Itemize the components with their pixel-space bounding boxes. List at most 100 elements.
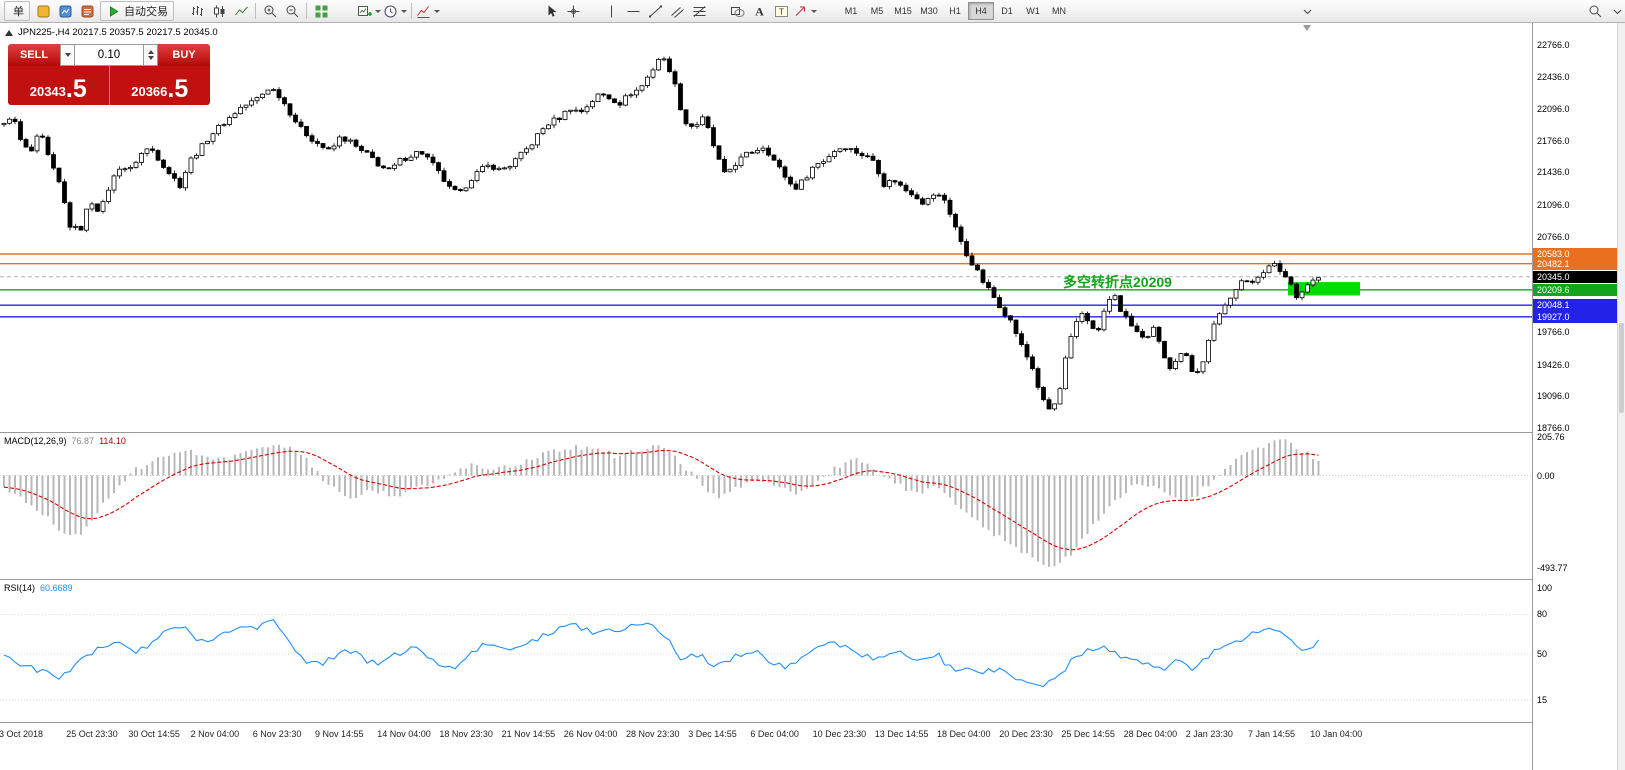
fibonacci-button[interactable] xyxy=(688,1,710,21)
axis-tick-label: 80 xyxy=(1537,609,1548,620)
timeframe-h1-button[interactable]: H1 xyxy=(949,6,961,16)
profiles-button[interactable] xyxy=(382,1,408,21)
toolbar-overflow-button[interactable] xyxy=(1296,1,1318,21)
buy-button[interactable]: BUY xyxy=(158,44,210,66)
indicator-icon xyxy=(416,4,431,19)
toolbar-group-right xyxy=(1584,0,1625,22)
text-label-button[interactable]: T xyxy=(770,1,792,21)
bar-chart-button[interactable] xyxy=(186,1,208,21)
text-icon: A xyxy=(752,4,767,19)
price-chart-pane[interactable] xyxy=(0,23,1533,432)
crosshair-icon xyxy=(566,4,581,19)
time-axis-label: 28 Nov 23:30 xyxy=(626,729,680,739)
vertical-line-button[interactable] xyxy=(600,1,622,21)
channel-button[interactable] xyxy=(666,1,688,21)
market-watch-button[interactable] xyxy=(32,1,54,21)
buy-price[interactable]: 20366 .5 xyxy=(110,66,211,105)
timeframe-d1-button[interactable]: D1 xyxy=(1001,6,1013,16)
crosshair-button[interactable] xyxy=(562,1,584,21)
text-button[interactable]: A xyxy=(748,1,770,21)
toolbar-group-chart-type xyxy=(186,0,332,22)
button-label: 自动交易 xyxy=(124,6,168,18)
sell-price[interactable]: 20343 .5 xyxy=(8,66,110,105)
chevron-down-icon xyxy=(64,53,71,57)
auto-trading-button[interactable]: 自动交易 xyxy=(100,1,174,21)
dropdown-chevron-icon xyxy=(375,9,381,13)
time-axis-label: 26 Nov 04:00 xyxy=(563,729,618,739)
time-axis[interactable]: 23 Oct 2018 25 Oct 23:30 30 Oct 14:55 2 Nov… xyxy=(0,723,1532,770)
zoom-in-button[interactable] xyxy=(259,1,281,21)
zoom-out-icon xyxy=(285,4,300,19)
grid-icon xyxy=(314,4,329,19)
time-axis-label: 6 Nov 23:30 xyxy=(252,729,302,739)
pane-separator[interactable] xyxy=(0,579,1617,580)
chevron-icon xyxy=(1610,4,1625,19)
tile-windows-button[interactable] xyxy=(310,1,332,21)
trendline-button[interactable] xyxy=(644,1,666,21)
axis-tick-label: 100 xyxy=(1537,583,1553,593)
scrollbar-thumb[interactable] xyxy=(1619,323,1624,413)
axis-tick-label: 15 xyxy=(1537,695,1548,706)
axis-tick-label: 205.76 xyxy=(1537,432,1565,442)
timeframe-w1-button[interactable]: W1 xyxy=(1026,6,1040,16)
time-axis-label: 2 Jan 23:30 xyxy=(1185,729,1233,739)
cursor-button[interactable] xyxy=(540,1,562,21)
button-label: 单 xyxy=(13,6,24,18)
arrow-sym-icon xyxy=(793,4,808,19)
ohlc-text: JPN225-,H4 20217.5 20357.5 20217.5 20345… xyxy=(18,27,218,38)
axis-tick-label: 21766.0 xyxy=(1537,135,1570,146)
rsi-value: 60.6689 xyxy=(40,583,73,593)
play-icon xyxy=(106,4,121,19)
one-click-toggle-icon[interactable] xyxy=(5,29,13,36)
price-level-tag: 20209.6 xyxy=(1533,283,1618,296)
macd-pane[interactable] xyxy=(0,433,1533,579)
chevron-icon xyxy=(1300,4,1315,19)
volume-input[interactable] xyxy=(75,45,143,65)
timeframe-toolbar: M1 M5 M15 M30 H1 H4 D1 W1 MN xyxy=(838,0,1072,22)
horizontal-line-button[interactable] xyxy=(622,1,644,21)
timeframe-m30-button[interactable]: M30 xyxy=(920,6,938,16)
price-level-tag: 20345.0 xyxy=(1533,270,1618,283)
timeframe-mn-button[interactable]: MN xyxy=(1052,6,1066,16)
quick-search-expand-button[interactable] xyxy=(1606,1,1625,21)
price-level-tag: 20482.1 xyxy=(1533,257,1618,270)
terminal-button[interactable] xyxy=(76,1,98,21)
axis-tick-label: 18766.0 xyxy=(1537,423,1570,433)
charts-button[interactable] xyxy=(54,1,76,21)
axis-tick-label: 19096.0 xyxy=(1537,391,1570,402)
axis-tick-label: 22766.0 xyxy=(1537,40,1570,50)
new-order-button[interactable]: 单 xyxy=(4,1,30,21)
timeframe-h4-button[interactable]: H4 xyxy=(968,2,994,20)
volume-dropdown[interactable] xyxy=(60,44,74,66)
label-icon: T xyxy=(774,4,789,19)
search-button[interactable] xyxy=(1584,1,1606,21)
indicators-button[interactable] xyxy=(415,1,441,21)
shapes-button[interactable] xyxy=(726,1,748,21)
dropdown-chevron-icon xyxy=(401,9,407,13)
hline-icon xyxy=(626,4,641,19)
rsi-pane[interactable] xyxy=(0,580,1533,722)
time-axis-label: 7 Jan 14:55 xyxy=(1248,729,1296,739)
axis-tick-label: 22096.0 xyxy=(1537,104,1570,115)
price-axis[interactable]: 22766.0 22436.0 22096.0 21766.0 21436.0 21096… xyxy=(1532,23,1618,770)
trendline-icon xyxy=(648,4,663,19)
volume-spinner[interactable] xyxy=(144,44,158,66)
timeframe-m1-button[interactable]: M1 xyxy=(844,6,858,16)
timeframe-m5-button[interactable]: M5 xyxy=(870,6,884,16)
pane-separator[interactable] xyxy=(0,432,1617,433)
zoom-out-button[interactable] xyxy=(281,1,303,21)
line-chart-button[interactable] xyxy=(230,1,252,21)
buy-price-main: 20366 xyxy=(131,84,168,99)
macd-signal-value: 114.10 xyxy=(99,436,126,446)
sell-button[interactable]: SELL xyxy=(8,44,60,66)
mq-gold-icon xyxy=(36,4,51,19)
arrows-button[interactable] xyxy=(792,1,818,21)
axis-tick-label: 19766.0 xyxy=(1537,327,1570,338)
vertical-scrollbar[interactable] xyxy=(1617,23,1625,770)
chart-shift-marker[interactable] xyxy=(1303,25,1311,31)
macd-histogram xyxy=(3,439,1320,567)
new-chart-button[interactable] xyxy=(356,1,382,21)
candlestick-chart-button[interactable] xyxy=(208,1,230,21)
timeframe-m15-button[interactable]: M15 xyxy=(894,6,912,16)
toolbar: M1 M5 M15 M30 H1 H4 D1 W1 MN 单 自动交易 A T xyxy=(0,0,1625,23)
